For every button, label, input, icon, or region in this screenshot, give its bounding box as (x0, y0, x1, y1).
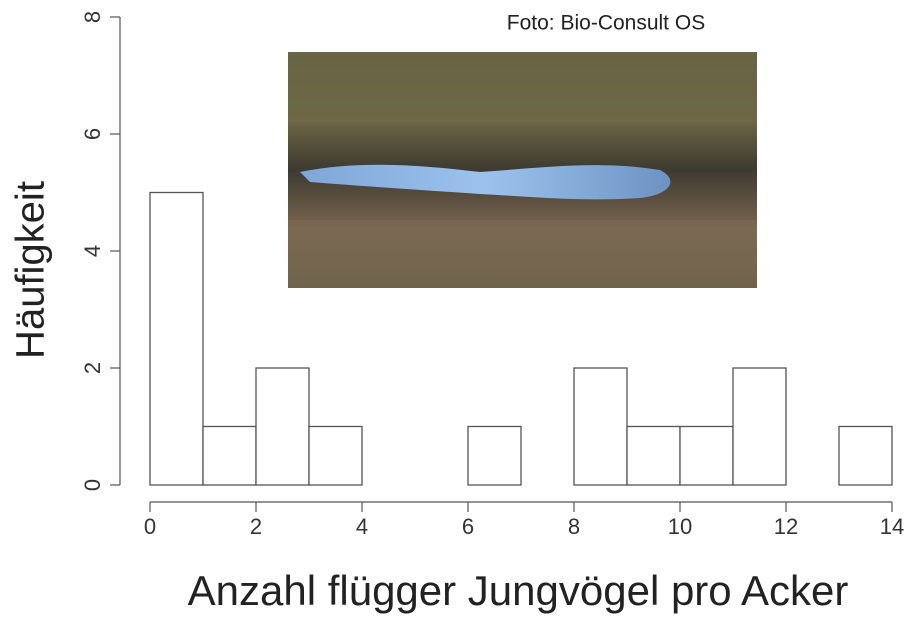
x-tick-label: 4 (356, 514, 368, 539)
bar (574, 368, 627, 485)
x-tick-label: 12 (774, 514, 798, 539)
x-tick-label: 0 (144, 514, 156, 539)
y-tick-label: 2 (80, 362, 105, 374)
y-tick-label: 6 (80, 128, 105, 140)
bar (150, 193, 203, 486)
x-tick-label: 2 (250, 514, 262, 539)
bar (256, 368, 309, 485)
x-tick-label: 14 (880, 514, 904, 539)
y-axis-title: Häufigkeit (9, 181, 53, 359)
y-tick-label: 8 (80, 11, 105, 23)
y-tick-label: 0 (80, 479, 105, 491)
y-tick-label: 4 (80, 245, 105, 257)
x-axis-title: Anzahl flügger Jungvögel pro Acker (188, 567, 849, 614)
chart: Foto: Bio-Consult OS Häufigkeit Anzahl f… (0, 0, 910, 622)
x-tick-label: 8 (568, 514, 580, 539)
x-tick-label: 10 (668, 514, 692, 539)
bar (468, 427, 521, 486)
photo-credit: Foto: Bio-Consult OS (507, 12, 705, 35)
bar (309, 427, 362, 486)
photo (288, 52, 757, 288)
bar (680, 427, 733, 486)
bar (733, 368, 786, 485)
bar (627, 427, 680, 486)
bar (839, 427, 892, 486)
bar (203, 427, 256, 486)
x-tick-label: 6 (462, 514, 474, 539)
